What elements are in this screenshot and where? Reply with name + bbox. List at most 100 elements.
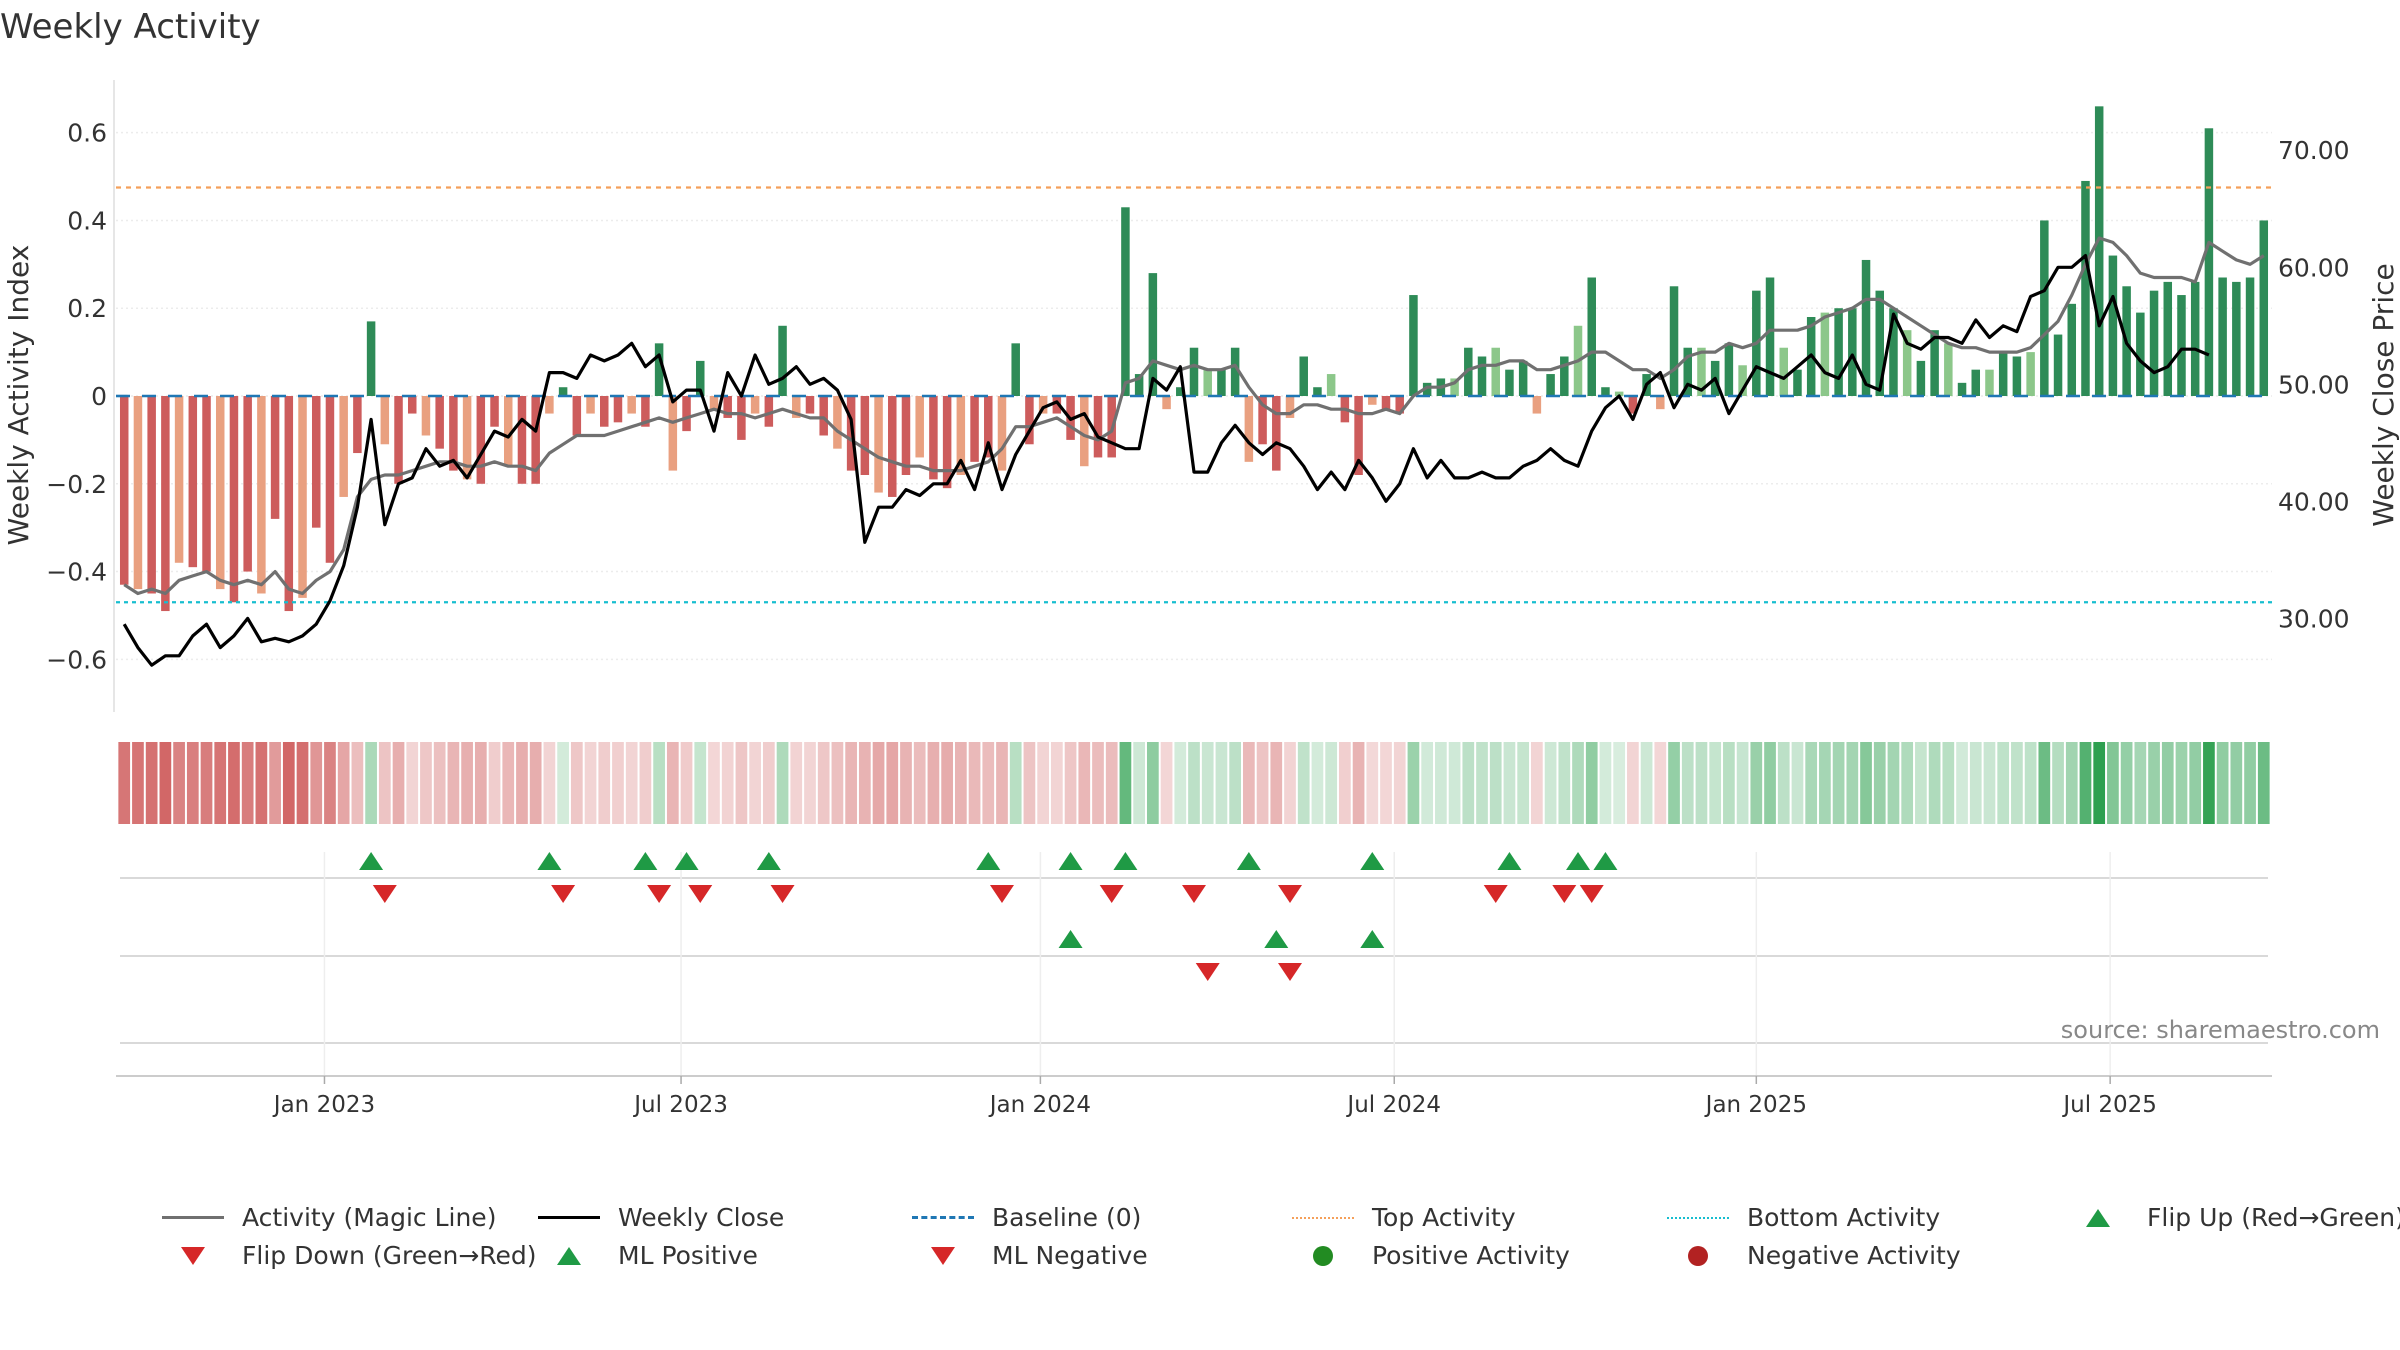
legend-swatch-icon bbox=[1665, 1243, 1731, 1269]
heat-cell bbox=[749, 742, 761, 824]
heat-cell bbox=[1078, 742, 1091, 824]
heat-cell bbox=[1284, 742, 1296, 824]
legend-label: Negative Activity bbox=[1747, 1241, 1961, 1270]
activity-bar bbox=[1985, 369, 1994, 396]
right-tick-label: 30.00 bbox=[2278, 604, 2350, 633]
heat-cell bbox=[1969, 742, 1982, 824]
activity-bar bbox=[984, 396, 993, 458]
activity-bar bbox=[750, 396, 760, 414]
heat-cell bbox=[927, 742, 940, 824]
heat-cell bbox=[516, 742, 528, 824]
activity-bar bbox=[942, 396, 952, 489]
activity-bar bbox=[1230, 347, 1240, 396]
activity-bar bbox=[1422, 382, 1432, 396]
activity-bar bbox=[339, 396, 348, 497]
activity-bar bbox=[2190, 281, 2200, 396]
activity-bar bbox=[1738, 365, 1747, 396]
activity-bar bbox=[2040, 220, 2049, 396]
heat-cell bbox=[1009, 742, 1022, 824]
x-tick-label: Jan 2023 bbox=[272, 1092, 375, 1118]
heat-cell bbox=[886, 742, 899, 824]
activity-bar bbox=[613, 396, 623, 423]
heat-cell bbox=[1188, 742, 1200, 824]
activity-bar bbox=[1820, 312, 1830, 396]
heat-cell bbox=[1901, 742, 1914, 824]
activity-bar bbox=[805, 396, 815, 414]
heat-cell bbox=[296, 742, 309, 824]
activity-bar bbox=[956, 396, 966, 475]
heat-cell bbox=[1915, 742, 1927, 824]
flip-down-marker bbox=[989, 885, 1014, 903]
heat-cell bbox=[817, 742, 830, 824]
heat-cell bbox=[1558, 742, 1571, 824]
flip-down-marker bbox=[1552, 885, 1577, 903]
heat-cell bbox=[1956, 742, 1968, 824]
activity-bar bbox=[1080, 396, 1089, 467]
activity-bar bbox=[1354, 396, 1363, 475]
heat-cell bbox=[2052, 742, 2064, 824]
legend-label: Activity (Magic Line) bbox=[242, 1203, 497, 1232]
heat-cell bbox=[2216, 742, 2229, 824]
heat-cell bbox=[1325, 742, 1338, 824]
activity-bar bbox=[1957, 382, 1967, 396]
activity-bar bbox=[2012, 356, 2022, 396]
heat-cell bbox=[214, 742, 227, 824]
heat-cell bbox=[1695, 742, 1708, 824]
activity-bar bbox=[1368, 396, 1377, 405]
legend-swatch-icon bbox=[1290, 1243, 1356, 1269]
heat-cell bbox=[351, 742, 364, 824]
flip-down-marker bbox=[1182, 885, 1206, 903]
heat-cell bbox=[1297, 742, 1310, 824]
ml-negative-marker bbox=[1278, 963, 1303, 981]
activity-bar bbox=[462, 396, 472, 480]
flip-up-marker bbox=[1360, 852, 1385, 870]
ml-positive-marker bbox=[1360, 930, 1385, 948]
heat-cell bbox=[200, 742, 213, 824]
heat-cell bbox=[2093, 742, 2106, 824]
heat-cell bbox=[118, 742, 131, 824]
activity-bar bbox=[2094, 106, 2104, 396]
activity-bar bbox=[2136, 312, 2145, 396]
activity-bar bbox=[1724, 343, 1734, 396]
flip-up-marker bbox=[633, 852, 658, 870]
heat-cell bbox=[804, 742, 816, 824]
activity-bar bbox=[1889, 308, 1898, 396]
heat-cell bbox=[941, 742, 953, 824]
activity-bar bbox=[1834, 308, 1843, 396]
flip-down-marker bbox=[647, 885, 672, 903]
legend-swatch-icon bbox=[160, 1243, 226, 1269]
activity-bar bbox=[1038, 396, 1048, 414]
activity-bar bbox=[2259, 220, 2269, 396]
activity-bar bbox=[1532, 396, 1542, 414]
heat-cell bbox=[406, 742, 419, 824]
heat-cell bbox=[337, 742, 350, 824]
heat-cell bbox=[790, 742, 803, 824]
flip-down-marker bbox=[1278, 885, 1303, 903]
heat-cell bbox=[1572, 742, 1584, 824]
activity-bar bbox=[1409, 295, 1418, 396]
legend-item-bottom-activity: Bottom Activity bbox=[1665, 1203, 1940, 1232]
activity-bar bbox=[1875, 290, 1885, 396]
heat-cell bbox=[1832, 742, 1845, 824]
legend-swatch-icon bbox=[910, 1243, 976, 1269]
activity-bar bbox=[1025, 396, 1034, 445]
heat-cell bbox=[735, 742, 748, 824]
activity-bar bbox=[641, 396, 650, 427]
activity-bar bbox=[161, 396, 170, 612]
heat-cell bbox=[1160, 742, 1173, 824]
activity-bar bbox=[394, 396, 403, 484]
legend-item-flip-down-green-red: Flip Down (Green→Red) bbox=[160, 1241, 537, 1270]
activity-bar bbox=[1450, 378, 1459, 396]
x-tick-label: Jan 2025 bbox=[1704, 1092, 1807, 1118]
ml-positive-marker bbox=[1264, 930, 1289, 948]
legend-item-weekly-close: Weekly Close bbox=[536, 1203, 784, 1232]
legend: Activity (Magic Line) Weekly Close Baselin… bbox=[160, 1203, 2400, 1293]
heat-cell bbox=[570, 742, 583, 824]
activity-heat-strip bbox=[118, 742, 2270, 824]
activity-bar bbox=[1244, 396, 1254, 462]
activity-bar bbox=[874, 396, 883, 493]
heat-cell bbox=[1270, 742, 1283, 824]
heat-cell bbox=[1489, 742, 1502, 824]
heat-cell bbox=[1846, 742, 1859, 824]
activity-bar bbox=[1326, 374, 1336, 396]
